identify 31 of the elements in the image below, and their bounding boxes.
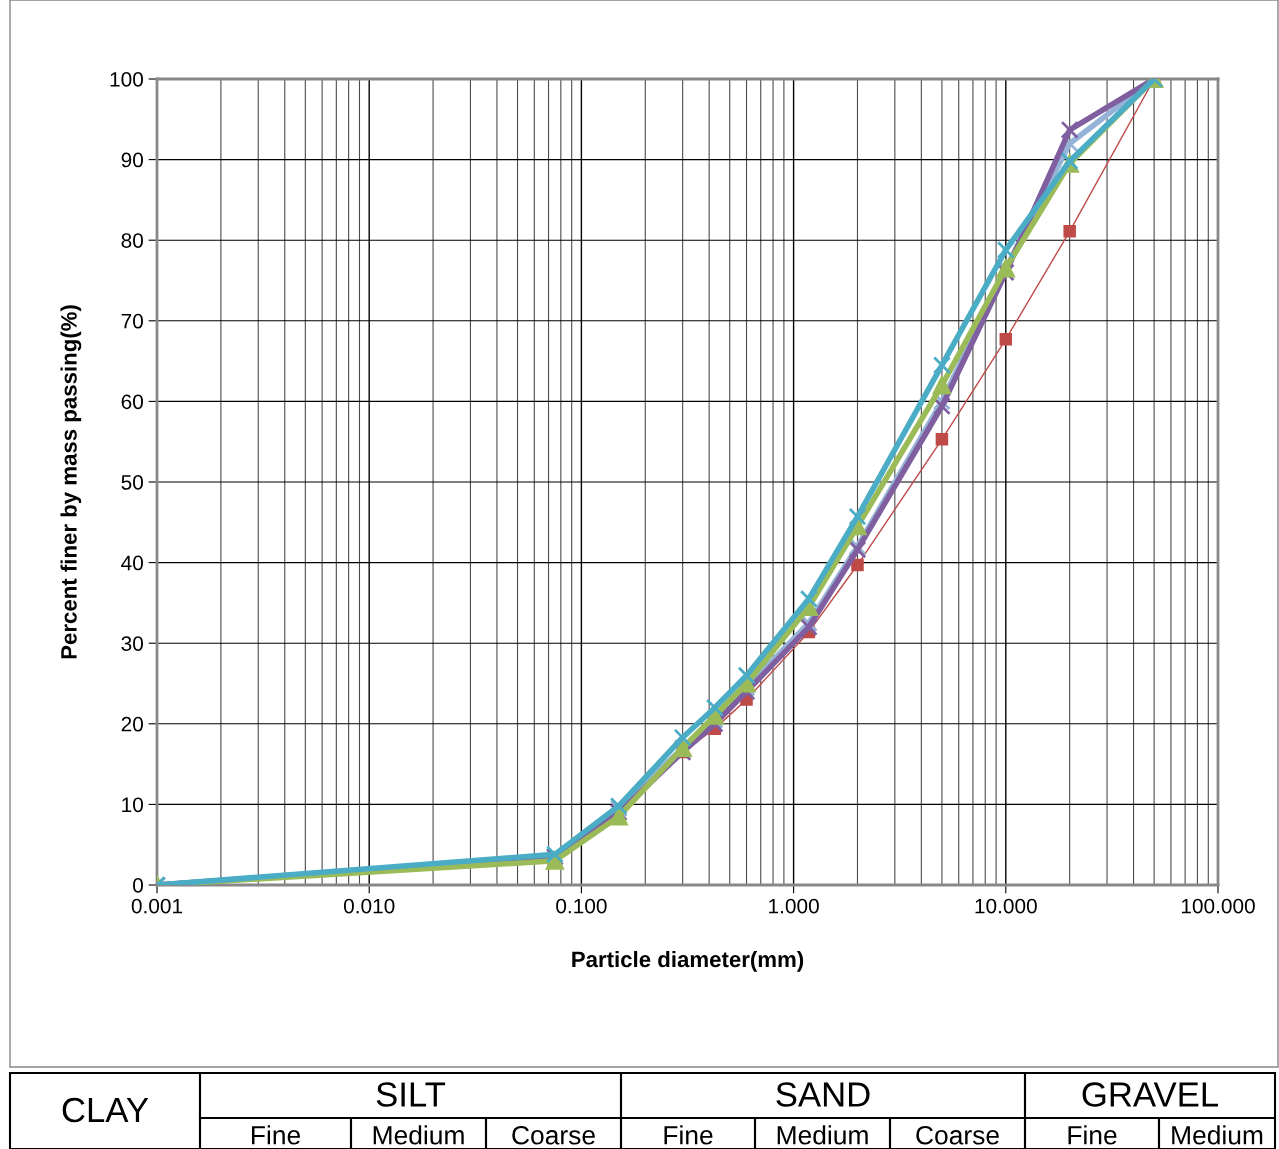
text: Fine xyxy=(1068,1125,1117,1145)
text: Coarse xyxy=(916,1125,999,1145)
text: SILT xyxy=(376,1082,446,1107)
y-tick-label: 20 xyxy=(121,716,143,732)
y-tick-label: 10 xyxy=(122,797,143,813)
x-tick-label: 1.000 xyxy=(769,898,819,914)
text: GRAVEL xyxy=(1082,1082,1218,1107)
y-tick-label: 60 xyxy=(121,394,143,410)
y-tick-label: 100 xyxy=(110,72,143,87)
x-tick-label: 0.010 xyxy=(343,898,395,914)
y-tick-label: 50 xyxy=(121,475,143,490)
y-axis-title: Percent finer by mass passing(%) xyxy=(60,305,82,659)
y-tick-label: 70 xyxy=(121,313,143,329)
text: CLAY xyxy=(62,1097,149,1123)
y-tick-label: 90 xyxy=(121,152,143,168)
x-tick-label: 100.000 xyxy=(1181,898,1255,914)
text: Fine xyxy=(664,1125,713,1145)
y-tick-label: 40 xyxy=(121,555,143,571)
x-tick-label: 0.001 xyxy=(131,898,183,914)
y-tick-label: 80 xyxy=(121,233,143,248)
text: Medium xyxy=(1172,1125,1263,1145)
x-tick-label: 0.100 xyxy=(556,898,607,914)
y-tick-label: 0 xyxy=(133,878,143,893)
text: SAND xyxy=(776,1082,870,1107)
x-tick-label: 10.000 xyxy=(975,898,1037,914)
text: Fine xyxy=(252,1125,300,1145)
text: Medium xyxy=(373,1125,464,1145)
text: Coarse xyxy=(512,1125,595,1145)
y-tick-label: 30 xyxy=(121,636,143,651)
x-axis-title: Particle diameter(mm) xyxy=(572,950,804,972)
text: Medium xyxy=(777,1125,868,1145)
